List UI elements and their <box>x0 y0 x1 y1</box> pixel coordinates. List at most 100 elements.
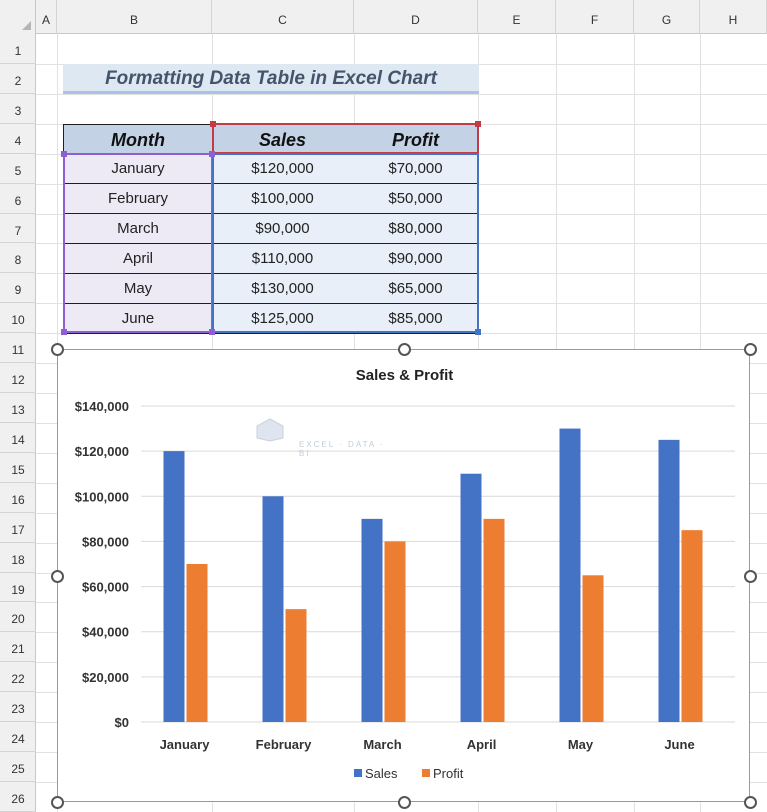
column-header-f[interactable]: F <box>556 0 634 34</box>
legend-label-profit[interactable]: Profit <box>433 766 464 781</box>
table-cell-month[interactable]: May <box>63 274 213 304</box>
table-header-month[interactable]: Month <box>63 124 213 154</box>
sheet-title-cell[interactable]: Formatting Data Table in Excel Chart <box>63 64 479 94</box>
table-cell-profit[interactable]: $85,000 <box>353 304 479 334</box>
chart-title[interactable]: Sales & Profit <box>356 367 454 384</box>
chart-x-tick-label: March <box>363 737 401 752</box>
chart-resize-handle[interactable] <box>744 796 757 809</box>
row-header-9[interactable]: 9 <box>0 273 36 304</box>
select-all-corner[interactable] <box>0 0 36 34</box>
row-header-4[interactable]: 4 <box>0 124 36 154</box>
chart-resize-handle[interactable] <box>51 569 64 583</box>
table-header-sales[interactable]: Sales <box>212 124 354 154</box>
row-header-6[interactable]: 6 <box>0 184 36 214</box>
chart-resize-handle[interactable] <box>397 796 411 809</box>
chart-bar-profit-march[interactable] <box>384 541 406 722</box>
table-cell-profit[interactable]: $65,000 <box>353 274 479 304</box>
row-header-14[interactable]: 14 <box>0 423 36 453</box>
chart-bar-sales-may[interactable] <box>559 428 581 722</box>
row-header-bar: 1 2 3 4 5 6 7 8 9 10 11 12 13 14 15 16 17 18 19 20 21 22 23 24 2… <box>0 34 36 812</box>
row-header-26[interactable]: 26 <box>0 782 36 812</box>
grid-row-line <box>36 93 767 95</box>
table-cell-sales[interactable]: $100,000 <box>212 184 354 214</box>
row-header-8[interactable]: 8 <box>0 243 36 274</box>
chart-resize-handle[interactable] <box>397 343 411 356</box>
row-header-24[interactable]: 24 <box>0 722 36 753</box>
column-header-b[interactable]: B <box>57 0 212 34</box>
table-cell-profit[interactable]: $50,000 <box>353 184 479 214</box>
row-header-16[interactable]: 16 <box>0 483 36 513</box>
table-cell-sales[interactable]: $110,000 <box>212 244 354 274</box>
chart-y-tick-label: $60,000 <box>82 580 129 595</box>
chart-bar-profit-january[interactable] <box>186 564 208 722</box>
sheet-title: Formatting Data Table in Excel Chart <box>105 68 437 89</box>
row-header-15[interactable]: 15 <box>0 453 36 483</box>
row-header-11[interactable]: 11 <box>0 333 36 364</box>
chart-y-tick-label: $0 <box>115 715 129 730</box>
row-header-17[interactable]: 17 <box>0 513 36 543</box>
row-header-13[interactable]: 13 <box>0 393 36 423</box>
chart-y-tick-label: $40,000 <box>82 625 129 640</box>
chart-bar-sales-february[interactable] <box>262 496 284 722</box>
row-header-21[interactable]: 21 <box>0 632 36 663</box>
chart-bar-sales-january[interactable] <box>163 451 185 722</box>
row-header-22[interactable]: 22 <box>0 662 36 693</box>
chart-x-tick-label: April <box>467 737 497 752</box>
chart-bar-profit-may[interactable] <box>582 575 604 722</box>
legend-swatch-profit[interactable] <box>422 769 430 777</box>
chart-resize-handle[interactable] <box>744 569 757 583</box>
row-header-7[interactable]: 7 <box>0 214 36 244</box>
table-cell-sales[interactable]: $90,000 <box>212 214 354 244</box>
chart-x-tick-label: May <box>568 737 594 752</box>
table-cell-sales[interactable]: $125,000 <box>212 304 354 334</box>
column-header-c[interactable]: C <box>212 0 354 34</box>
chart-area[interactable]: Sales & Profit $0 $20,000 $40,000 $60,000 $80… <box>51 343 757 809</box>
chart-bar-profit-april[interactable] <box>483 518 505 722</box>
legend-label-sales[interactable]: Sales <box>365 766 398 781</box>
table-cell-month[interactable]: January <box>63 154 213 184</box>
table-cell-sales[interactable]: $120,000 <box>212 154 354 184</box>
chart-resize-handle[interactable] <box>744 343 757 356</box>
row-header-19[interactable]: 19 <box>0 573 36 603</box>
chart-bar-sales-april[interactable] <box>460 473 482 722</box>
column-header-h[interactable]: H <box>700 0 767 34</box>
table-cell-month[interactable]: February <box>63 184 213 214</box>
chart-y-tick-label: $120,000 <box>75 444 129 459</box>
chart-bar-sales-march[interactable] <box>361 518 383 722</box>
column-header-g[interactable]: G <box>634 0 700 34</box>
chart-bar-profit-february[interactable] <box>285 609 307 722</box>
legend-swatch-sales[interactable] <box>354 769 362 777</box>
row-header-5[interactable]: 5 <box>0 154 36 184</box>
table-cell-month[interactable]: June <box>63 304 213 334</box>
chart-resize-handle[interactable] <box>51 343 64 356</box>
row-header-12[interactable]: 12 <box>0 363 36 394</box>
row-header-25[interactable]: 25 <box>0 752 36 782</box>
chart-x-tick-label: June <box>664 737 694 752</box>
row-header-23[interactable]: 23 <box>0 692 36 723</box>
chart-x-tick-label: January <box>160 737 211 752</box>
table-cell-month[interactable]: March <box>63 214 213 244</box>
row-header-20[interactable]: 20 <box>0 602 36 633</box>
table-cell-profit[interactable]: $70,000 <box>353 154 479 184</box>
column-header-d[interactable]: D <box>354 0 478 34</box>
row-header-3[interactable]: 3 <box>0 94 36 124</box>
row-header-2[interactable]: 2 <box>0 64 36 94</box>
table-header-profit[interactable]: Profit <box>353 124 479 154</box>
chart-y-tick-label: $100,000 <box>75 489 129 504</box>
row-header-1[interactable]: 1 <box>0 34 36 64</box>
column-header-e[interactable]: E <box>478 0 556 34</box>
table-cell-month[interactable]: April <box>63 244 213 274</box>
table-cell-sales[interactable]: $130,000 <box>212 274 354 304</box>
chart-x-tick-label: February <box>256 737 312 752</box>
chart-y-tick-label: $80,000 <box>82 534 129 549</box>
chart-resize-handle[interactable] <box>51 796 64 809</box>
chart-y-tick-label: $140,000 <box>75 399 129 414</box>
row-header-18[interactable]: 18 <box>0 543 36 573</box>
table-cell-profit[interactable]: $80,000 <box>353 214 479 244</box>
chart-bar-sales-june[interactable] <box>658 439 680 722</box>
column-header-a[interactable]: A <box>36 0 57 34</box>
select-all-triangle-icon <box>22 21 31 30</box>
row-header-10[interactable]: 10 <box>0 303 36 334</box>
chart-bar-profit-june[interactable] <box>681 530 703 722</box>
table-cell-profit[interactable]: $90,000 <box>353 244 479 274</box>
